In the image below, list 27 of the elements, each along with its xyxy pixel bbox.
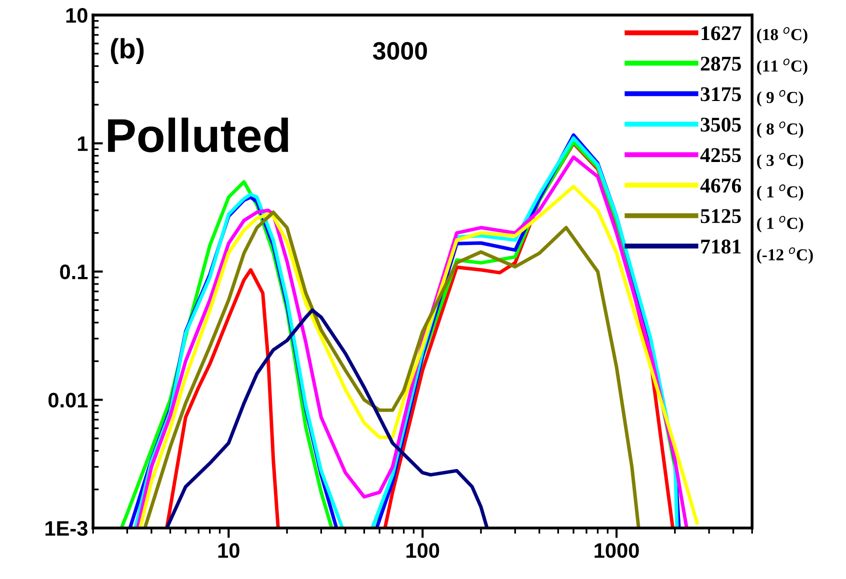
annotation: (b) xyxy=(110,38,144,64)
x-tick-label: 100 xyxy=(406,543,440,558)
text: (-12 $^{o}$C) xyxy=(757,247,813,264)
legend-label: 5125 xyxy=(700,209,741,224)
text: (18 $^{o}$C) xyxy=(757,27,808,44)
y-tick-label: 0.1 xyxy=(60,264,88,280)
text: 3000 xyxy=(372,42,427,60)
legend-label: 3175 xyxy=(700,87,741,102)
text: ( 8 $^{o}$C) xyxy=(757,122,804,138)
legend-label: 3505 xyxy=(700,118,741,132)
text: ( 3 $^{o}$C) xyxy=(757,152,804,170)
legend-label: 4676 xyxy=(700,178,742,193)
legend-label: 2875 xyxy=(700,56,741,71)
y-tick-label: 0.01 xyxy=(48,392,88,408)
x-tick-label: 10 xyxy=(218,543,240,558)
text: ( 1 $^{o}$C) xyxy=(757,216,804,232)
legend-label: 7181 xyxy=(701,240,741,254)
text: ( 1 $^{o}$C) xyxy=(757,184,804,201)
x-tick-label: 1000 xyxy=(594,543,639,558)
text: ( 9 $^{o}$C) xyxy=(757,90,804,107)
annotation: Polluted xyxy=(108,118,288,152)
text: (11 $^{o}$C) xyxy=(757,58,808,76)
legend-label: 1627 xyxy=(702,26,742,40)
legend-label: 4255 xyxy=(700,148,741,162)
y-tick-label: 10 xyxy=(66,8,88,23)
y-tick-label: 1E-3 xyxy=(46,521,88,536)
y-tick-label: 1 xyxy=(78,136,88,151)
